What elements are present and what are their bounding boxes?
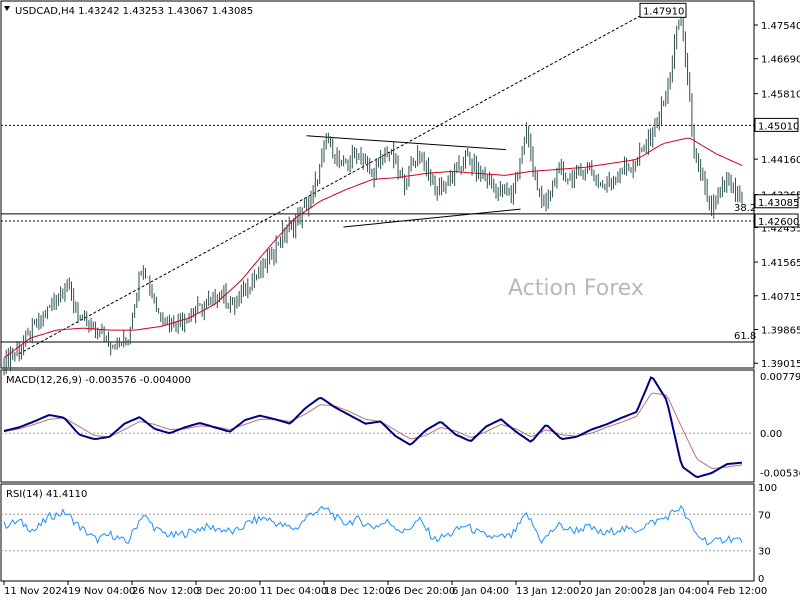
trendline-2 [343,208,521,228]
macd-panel-frame [0,369,755,483]
price-tick-label: 1.45810 [761,90,800,101]
collapse-triangle-icon[interactable] [4,6,10,11]
time-label: 11 Nov 2024 [4,586,68,597]
macd-tick-label: 0.00 [760,429,782,440]
time-label: 26 Nov 12:00 [132,586,199,597]
price-tick-label: 1.40715 [761,292,800,303]
rsi-tick-label: 30 [758,547,771,558]
price-flag-box [754,194,799,209]
price-flag-2: 1.42600 [758,217,799,228]
rsi-tick-label: 100 [758,483,777,494]
price-layer: 38.2 61.8 1.47910 [1,2,756,376]
rsi-tick-label: 0 [758,574,764,585]
price-flag-box [754,213,799,228]
time-label: 20 Jan 20:00 [580,586,643,597]
time-label: 26 Dec 20:00 [388,586,455,597]
price-panel-frame [0,0,755,369]
time-label: 11 Dec 04:00 [260,586,327,597]
price-flag-0: 1.45010 [758,121,799,132]
macd-main-line [3,376,743,479]
trendline-1 [306,135,506,151]
moving-average-line [3,137,743,359]
symbol-header[interactable]: USDCAD,H4 1.43242 1.43253 1.43067 1.4308… [4,6,253,17]
macd-header-text: MACD(12,26,9) -0.003576 -0.004000 [6,375,191,386]
watermark: Action Forex [508,276,644,301]
price-tick-label: 1.47540 [761,21,800,32]
price-flag-box [754,117,799,132]
macd-layer [1,376,754,479]
ohlc-bars [3,6,743,376]
peak-label-box [639,2,687,18]
rsi-line [3,504,743,546]
price-flag-1: 1.43085 [758,198,799,209]
axis-layer: 1.475401.466901.458101.441601.432651.424… [3,21,800,597]
time-label: 3 Dec 20:00 [196,586,257,597]
fib-label-38-2: 38.2 [734,203,756,214]
price-tick-label: 1.39865 [761,326,800,337]
rsi-layer [1,504,754,552]
rsi-header-text: RSI(14) 41.4110 [6,489,87,500]
time-label: 4 Feb 12:00 [708,586,767,597]
trendline-0 [18,12,647,355]
time-label: 19 Nov 04:00 [68,586,135,597]
macd-tick-label: -0.005367 [760,469,800,480]
peak-label-text: 1.47910 [643,6,684,17]
price-tick-label: 1.39015 [761,359,800,370]
price-tick-label: 1.41565 [761,258,800,269]
fib-label-61-8: 61.8 [734,331,756,342]
symbol-header-text: USDCAD,H4 1.43242 1.43253 1.43067 1.4308… [15,6,253,17]
time-label: 6 Jan 04:00 [452,586,509,597]
time-label: 13 Jan 12:00 [516,586,579,597]
macd-signal-line [3,392,743,470]
rsi-tick-label: 70 [758,510,771,521]
time-label: 18 Dec 12:00 [324,586,391,597]
rsi-panel-frame [0,483,755,582]
price-tick-label: 1.44160 [761,155,800,166]
price-tick-label: 1.42435 [761,224,800,235]
macd-tick-label: 0.007791 [760,372,800,383]
time-label: 28 Jan 04:00 [644,586,707,597]
price-tick-label: 1.46690 [761,55,800,66]
